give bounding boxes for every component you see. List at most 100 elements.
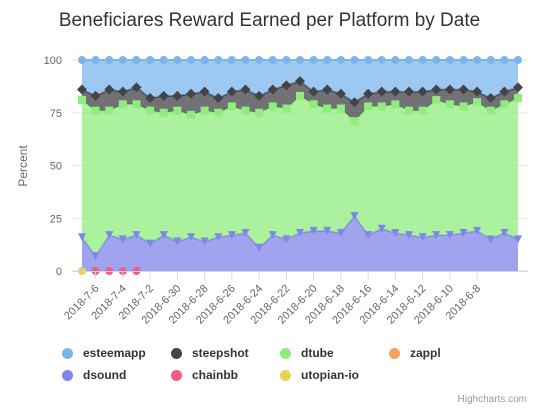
point-dsound[interactable] [323,226,332,235]
point-dtube[interactable] [105,106,114,115]
legend-item-dsound[interactable]: dsound [62,368,126,382]
point-esteemapp[interactable] [146,56,155,64]
point-steepshot[interactable] [158,90,169,101]
point-dsound[interactable] [405,231,413,240]
point-dtube[interactable] [514,93,522,102]
point-steepshot[interactable] [499,86,510,97]
point-steepshot[interactable] [77,84,87,95]
point-steepshot[interactable] [254,90,265,101]
point-steepshot[interactable] [431,84,442,95]
point-dsound[interactable] [132,231,141,240]
point-esteemapp[interactable] [514,56,522,64]
point-esteemapp[interactable] [473,56,482,64]
point-esteemapp[interactable] [200,56,209,64]
point-esteemapp[interactable] [227,56,236,64]
point-dsound[interactable] [391,229,400,238]
point-esteemapp[interactable] [459,56,468,64]
point-esteemapp[interactable] [418,56,427,64]
legend-item-chainbb[interactable]: chainbb [171,368,238,382]
point-dtube[interactable] [323,104,332,113]
point-dsound[interactable] [445,231,454,240]
point-dsound[interactable] [118,235,127,244]
point-dtube[interactable] [486,106,495,115]
point-esteemapp[interactable] [296,56,304,64]
point-dsound[interactable] [296,229,304,238]
point-steepshot[interactable] [404,86,414,97]
point-dsound[interactable] [214,233,223,242]
point-esteemapp[interactable] [268,56,277,64]
point-esteemapp[interactable] [336,56,345,64]
point-dtube[interactable] [132,100,141,109]
point-dtube[interactable] [432,96,441,105]
point-dsound[interactable] [282,235,291,244]
point-esteemapp[interactable] [214,56,223,64]
point-steepshot[interactable] [472,86,483,97]
point-esteemapp[interactable] [241,56,250,64]
point-dtube[interactable] [377,102,386,111]
point-dsound[interactable] [200,237,209,246]
point-dsound[interactable] [418,233,427,242]
point-dtube[interactable] [200,106,209,115]
point-esteemapp[interactable] [391,56,400,64]
point-dsound[interactable] [241,229,250,238]
point-dsound[interactable] [173,237,182,246]
point-dsound[interactable] [364,231,373,240]
point-esteemapp[interactable] [445,56,454,64]
point-dtube[interactable] [459,102,468,111]
point-steepshot[interactable] [281,80,292,91]
point-steepshot[interactable] [322,84,333,95]
point-esteemapp[interactable] [78,56,86,64]
point-dtube[interactable] [282,104,291,113]
point-dtube[interactable] [364,102,373,111]
point-dsound[interactable] [227,231,236,240]
point-dsound[interactable] [350,212,359,221]
point-dsound[interactable] [105,231,114,240]
point-steepshot[interactable] [117,86,128,97]
point-esteemapp[interactable] [405,56,413,64]
point-dtube[interactable] [418,106,427,115]
point-dsound[interactable] [268,231,277,240]
point-dtube[interactable] [296,91,304,100]
point-steepshot[interactable] [213,92,224,103]
point-steepshot[interactable] [513,82,523,93]
point-esteemapp[interactable] [118,56,127,64]
point-steepshot[interactable] [145,92,156,103]
point-esteemapp[interactable] [173,56,182,64]
credits-link[interactable]: Highcharts.com [457,394,527,405]
point-esteemapp[interactable] [255,56,264,64]
point-dtube[interactable] [268,102,277,111]
point-esteemapp[interactable] [187,56,195,64]
point-steepshot[interactable] [240,84,251,95]
point-dtube[interactable] [159,108,168,117]
point-dsound[interactable] [500,229,509,238]
point-dtube[interactable] [473,98,482,107]
point-esteemapp[interactable] [432,56,441,64]
point-steepshot[interactable] [376,86,387,97]
legend-item-dtube[interactable]: dtube [280,346,334,360]
point-dsound[interactable] [78,233,86,242]
point-dtube[interactable] [146,106,155,115]
point-dtube[interactable] [391,100,400,109]
point-steepshot[interactable] [390,86,401,97]
legend-item-utopian-io[interactable]: utopian-io [280,368,359,382]
legend-item-zappl[interactable]: zappl [389,346,441,360]
point-dtube[interactable] [118,100,127,109]
point-steepshot[interactable] [226,86,237,97]
point-esteemapp[interactable] [105,56,114,64]
point-steepshot[interactable] [458,84,469,95]
point-steepshot[interactable] [90,90,101,101]
point-dtube[interactable] [405,106,413,115]
point-dsound[interactable] [187,233,195,242]
series-markers[interactable] [77,56,523,275]
point-esteemapp[interactable] [132,56,141,64]
point-steepshot[interactable] [308,86,319,97]
point-steepshot[interactable] [199,86,210,97]
point-dtube[interactable] [241,106,250,115]
point-esteemapp[interactable] [91,56,100,64]
point-dsound[interactable] [91,252,100,261]
point-steepshot[interactable] [295,76,305,87]
point-steepshot[interactable] [172,90,183,101]
point-esteemapp[interactable] [364,56,373,64]
point-steepshot[interactable] [417,86,428,97]
point-esteemapp[interactable] [282,56,291,64]
